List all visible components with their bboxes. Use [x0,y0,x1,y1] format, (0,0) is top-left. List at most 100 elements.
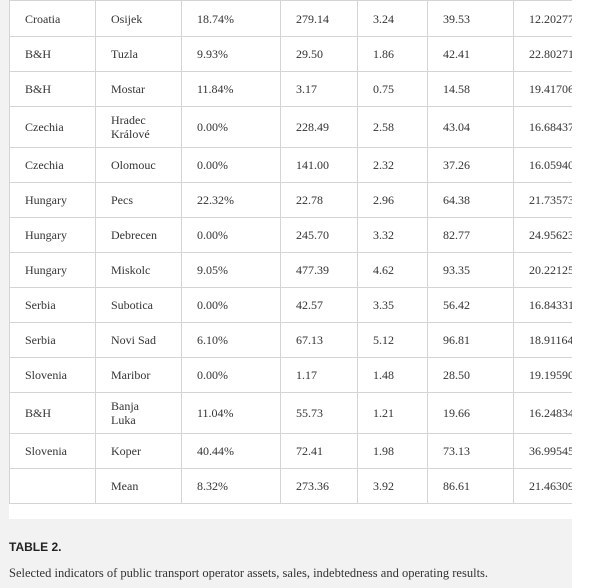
city-cell: Mostar [95,71,182,107]
result-cell: 19.19590 [513,357,572,393]
indicator-cell: 37.26 [427,147,514,183]
table-caption-title: TABLE 2. [9,540,62,554]
table-body: Croatia Osijek 18.74% 279.14 3.24 39.53 12.202… [9,0,572,504]
city-cell: Novi Sad [95,322,182,358]
result-cell: 22.80271 [513,36,572,72]
assets-cell: 3.17 [280,71,358,107]
share-cell: 0.00% [181,147,281,183]
table-row: B&H Mostar 11.84% 3.17 0.75 14.58 19.41706 [9,71,572,107]
city-cell: Koper [95,433,182,469]
indicator-cell: 64.38 [427,182,514,218]
ratio-cell: 4.62 [357,252,428,288]
table-row: Hungary Debrecen 0.00% 245.70 3.32 82.77 24.95… [9,217,572,253]
assets-cell: 1.17 [280,357,358,393]
share-cell: 22.32% [181,182,281,218]
share-cell: 40.44% [181,433,281,469]
table-row: Serbia Subotica 0.00% 42.57 3.35 56.42 16.8433… [9,287,572,323]
ratio-cell: 3.24 [357,0,428,37]
result-cell: 16.84331 [513,287,572,323]
table-row: B&H Tuzla 9.93% 29.50 1.86 42.41 22.80271 [9,36,572,72]
share-cell: 11.84% [181,71,281,107]
table-row: Mean 8.32% 273.36 3.92 86.61 21.46309 [9,468,572,504]
indicator-cell: 86.61 [427,468,514,504]
indicator-cell: 93.35 [427,252,514,288]
country-cell: Czechia [9,147,96,183]
table-row: Czechia Olomouc 0.00% 141.00 2.32 37.26 16.059… [9,147,572,183]
assets-cell: 273.36 [280,468,358,504]
city-cell: Hradec Králové [95,106,182,148]
country-cell: Hungary [9,182,96,218]
assets-cell: 55.73 [280,392,358,434]
ratio-cell: 1.21 [357,392,428,434]
country-cell: B&H [9,71,96,107]
ratio-cell: 1.86 [357,36,428,72]
table-row: Serbia Novi Sad 6.10% 67.13 5.12 96.81 18.9116… [9,322,572,358]
country-cell: B&H [9,392,96,434]
country-cell: Croatia [9,0,96,37]
ratio-cell: 2.58 [357,106,428,148]
assets-cell: 29.50 [280,36,358,72]
table-row: Slovenia Maribor 0.00% 1.17 1.48 28.50 19.1959… [9,357,572,393]
country-cell: Slovenia [9,357,96,393]
table-row: Hungary Pecs 22.32% 22.78 2.96 64.38 21.73573 [9,182,572,218]
table-row: B&H Banja Luka 11.04% 55.73 1.21 19.66 16.2483… [9,392,572,434]
ratio-cell: 0.75 [357,71,428,107]
table-row: Hungary Miskolc 9.05% 477.39 4.62 93.35 20.221… [9,252,572,288]
indicator-cell: 19.66 [427,392,514,434]
table-caption-text: Selected indicators of public transport … [9,566,489,580]
table-row: Croatia Osijek 18.74% 279.14 3.24 39.53 12.202… [9,0,572,37]
assets-cell: 141.00 [280,147,358,183]
city-cell: Debrecen [95,217,182,253]
country-cell: Hungary [9,252,96,288]
assets-cell: 228.49 [280,106,358,148]
country-cell: B&H [9,36,96,72]
indicator-cell: 56.42 [427,287,514,323]
ratio-cell: 3.92 [357,468,428,504]
city-cell: Subotica [95,287,182,323]
country-cell: Slovenia [9,433,96,469]
country-cell [9,468,96,504]
result-cell: 21.46309 [513,468,572,504]
assets-cell: 245.70 [280,217,358,253]
result-cell: 16.24834 [513,392,572,434]
country-cell: Serbia [9,322,96,358]
share-cell: 9.93% [181,36,281,72]
result-cell: 16.05940 [513,147,572,183]
assets-cell: 477.39 [280,252,358,288]
city-cell: Olomouc [95,147,182,183]
ratio-cell: 2.96 [357,182,428,218]
share-cell: 0.00% [181,217,281,253]
assets-cell: 279.14 [280,0,358,37]
result-cell: 20.22125 [513,252,572,288]
share-cell: 0.00% [181,357,281,393]
ratio-cell: 1.98 [357,433,428,469]
table-scroll-area[interactable]: Croatia Osijek 18.74% 279.14 3.24 39.53 12.202… [9,0,572,519]
indicator-cell: 82.77 [427,217,514,253]
share-cell: 0.00% [181,287,281,323]
city-cell: Maribor [95,357,182,393]
share-cell: 9.05% [181,252,281,288]
ratio-cell: 1.48 [357,357,428,393]
city-cell: Miskolc [95,252,182,288]
page-scrollbar[interactable] [572,0,590,588]
indicator-cell: 39.53 [427,0,514,37]
indicator-cell: 73.13 [427,433,514,469]
indicator-cell: 14.58 [427,71,514,107]
result-cell: 12.20277 [513,0,572,37]
share-cell: 6.10% [181,322,281,358]
table-row: Slovenia Koper 40.44% 72.41 1.98 73.13 36.9954… [9,433,572,469]
city-cell: Mean [95,468,182,504]
assets-cell: 22.78 [280,182,358,218]
article-page: Croatia Osijek 18.74% 279.14 3.24 39.53 12.202… [0,0,572,588]
result-cell: 16.68437 [513,106,572,148]
share-cell: 0.00% [181,106,281,148]
indicator-cell: 96.81 [427,322,514,358]
ratio-cell: 3.35 [357,287,428,323]
city-cell: Osijek [95,0,182,37]
table-row: Czechia Hradec Králové 0.00% 228.49 2.58 43.0… [9,106,572,148]
result-cell: 18.91164 [513,322,572,358]
ratio-cell: 5.12 [357,322,428,358]
ratio-cell: 2.32 [357,147,428,183]
result-cell: 24.95623 [513,217,572,253]
indicator-cell: 42.41 [427,36,514,72]
